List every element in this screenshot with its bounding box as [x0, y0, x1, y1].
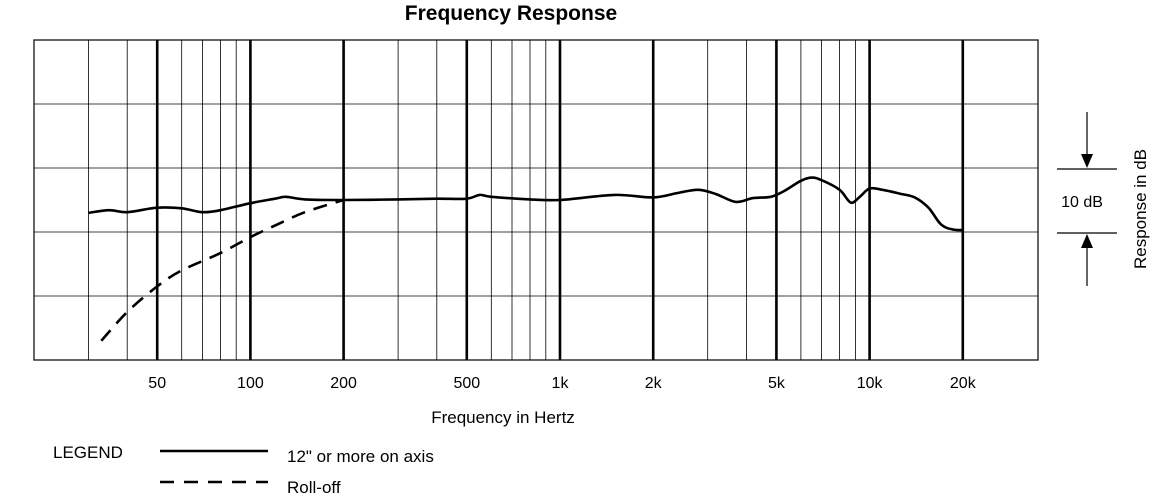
y-axis-label: Response in dB: [1131, 149, 1150, 269]
minor-gridlines: [88, 40, 856, 360]
series-layer: [88, 176, 963, 342]
x-tick-label: 1k: [552, 375, 570, 392]
series-roll-off-line: [100, 198, 344, 342]
x-tick-label: 20k: [950, 375, 977, 392]
chart-title: Frequency Response: [405, 2, 617, 25]
plot-frame: [33, 39, 1039, 361]
x-tick-label: 200: [330, 375, 357, 392]
legend-entry-on-axis: 12" or more on axis: [287, 447, 434, 466]
db-scale-marker: 10 dB: [1057, 112, 1117, 286]
scale-arrow-top-head: [1081, 154, 1093, 168]
series-on-axis-line: [88, 176, 963, 232]
scale-arrow-bottom-head: [1081, 234, 1093, 248]
x-tick-label: 500: [453, 375, 480, 392]
x-tick-label: 100: [237, 375, 264, 392]
legend-title: LEGEND: [53, 443, 123, 462]
scale-marker-label: 10 dB: [1061, 194, 1103, 211]
legend-entry-roll-off: Roll-off: [287, 478, 341, 497]
x-axis-label: Frequency in Hertz: [431, 408, 575, 427]
x-tick-label: 5k: [768, 375, 786, 392]
legend: LEGEND 12" or more on axis Roll-off: [53, 443, 434, 497]
x-tick-label: 2k: [645, 375, 663, 392]
x-tick-label: 10k: [857, 375, 884, 392]
x-tick-labels: 50 100 200 500 1k 2k 5k 10k 20k: [148, 375, 976, 392]
x-tick-label: 50: [148, 375, 166, 392]
